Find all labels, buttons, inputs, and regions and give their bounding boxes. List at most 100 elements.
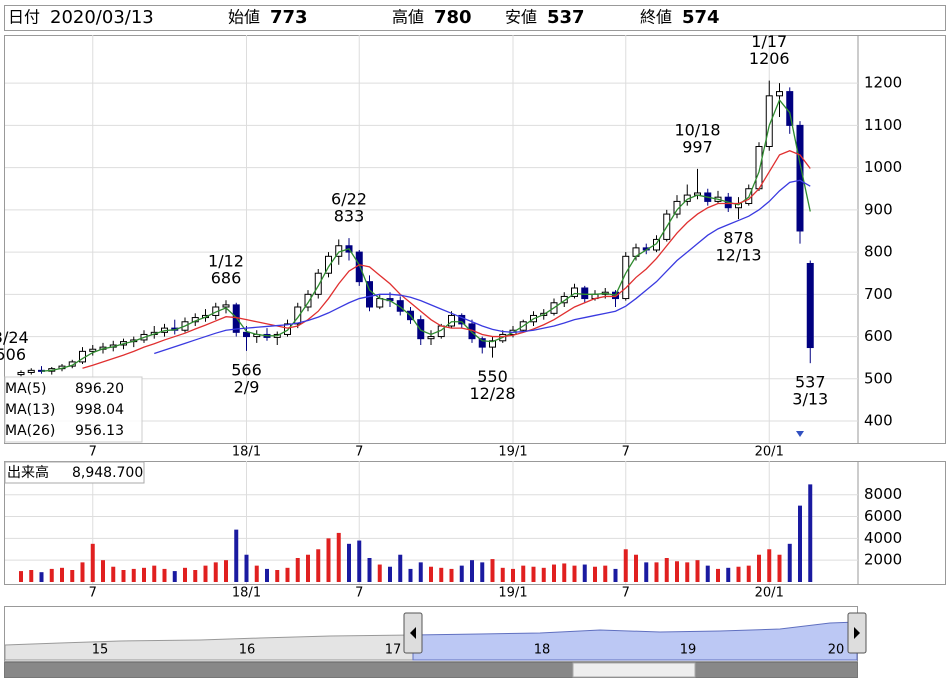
x-tick-label: 7 <box>355 445 363 460</box>
x-tick-label: 7 <box>89 586 97 601</box>
volume-bar <box>224 560 228 582</box>
x-tick-label: 7 <box>89 445 97 460</box>
volume-legend <box>4 461 145 484</box>
volume-bar <box>541 567 546 582</box>
navigator-label: 20 <box>828 643 845 658</box>
volume-bar <box>429 566 433 582</box>
volume-bar <box>142 567 146 582</box>
y-tick-label: 1100 <box>864 116 902 134</box>
candle-body <box>17 371 25 376</box>
navigator-label: 18 <box>534 643 551 658</box>
volume-bar <box>808 484 813 582</box>
volume-bar <box>60 567 64 582</box>
volume-bar <box>203 565 208 582</box>
volume-bar <box>347 543 351 582</box>
candle-body <box>222 304 230 308</box>
legend-value: 956.13 <box>75 423 124 439</box>
x-tick-label: 20/1 <box>755 445 784 460</box>
candle-body <box>325 255 332 274</box>
y-tick-label: 1200 <box>864 74 902 92</box>
volume-bar <box>49 568 54 582</box>
annotation: 2/9 <box>234 377 260 396</box>
annotation: 686 <box>211 269 242 288</box>
annotation: 3/24 <box>0 328 29 347</box>
candle-body <box>806 262 814 349</box>
candle-body <box>243 331 250 338</box>
candle-body <box>376 298 384 308</box>
volume-bar <box>449 568 454 582</box>
y-tick-label: 900 <box>864 200 893 218</box>
candle-body <box>89 348 97 352</box>
volume-bar <box>131 568 136 582</box>
volume-bar <box>234 529 239 582</box>
annotation: 12/13 <box>715 246 761 265</box>
volume-bar <box>80 562 85 582</box>
volume-bar <box>757 554 761 582</box>
x-tick-label: 18/1 <box>232 445 261 460</box>
candle-body <box>294 306 302 325</box>
candle-body <box>673 200 681 215</box>
header-label: 終値 <box>640 8 672 27</box>
header-value: 2020/03/13 <box>50 7 154 28</box>
volume-bar <box>726 567 731 582</box>
volume-bar <box>593 566 597 582</box>
candle-body <box>653 238 660 251</box>
volume-bar <box>685 562 690 582</box>
scrollbar[interactable] <box>4 662 858 678</box>
scrollbar-thumb[interactable] <box>572 662 696 678</box>
volume-bar <box>418 562 423 582</box>
candle-body <box>622 255 630 300</box>
candle-body <box>448 314 455 327</box>
candle-body <box>355 251 363 283</box>
volume-bar <box>162 568 167 582</box>
x-tick-label: 20/1 <box>755 586 784 601</box>
volume-bar <box>172 571 177 582</box>
volume-bar <box>500 567 505 582</box>
header-label: 高値 <box>392 8 424 27</box>
volume-bar <box>459 565 464 582</box>
volume-bar <box>603 565 608 582</box>
annotation: 506 <box>0 345 26 364</box>
volume-bar <box>367 558 372 582</box>
volume-bar <box>777 554 782 582</box>
volume-bar <box>746 565 751 582</box>
volume-bar <box>798 505 802 582</box>
volume-bar <box>664 558 669 582</box>
header-value: 537 <box>547 7 585 28</box>
ma-line <box>82 150 811 369</box>
volume-bar <box>408 568 413 582</box>
candle-body <box>478 338 486 348</box>
ma-line <box>154 179 811 355</box>
annotation: 537 <box>795 373 826 392</box>
volume-bar <box>613 568 618 582</box>
navigator-label: 16 <box>239 643 256 658</box>
candle-body <box>560 295 568 304</box>
legend-name: MA(26) <box>5 423 55 439</box>
candle-body <box>571 287 578 297</box>
volume-bar <box>490 559 495 582</box>
volume-panel <box>4 461 946 585</box>
candle-body <box>27 369 35 373</box>
legend-name: MA(13) <box>5 402 55 418</box>
volume-bar <box>388 566 392 582</box>
volume-bar <box>480 562 485 582</box>
annotation: 6/22 <box>331 190 367 209</box>
volume-bar <box>90 543 95 582</box>
volume-bar <box>705 565 710 582</box>
volume-bar <box>654 562 659 582</box>
volume-bar <box>19 571 23 582</box>
header-value: 773 <box>270 7 308 28</box>
y-tick-label: 4000 <box>864 529 902 547</box>
header-label: 安値 <box>505 8 537 27</box>
y-tick-label: 500 <box>864 369 893 387</box>
legend-value: 998.04 <box>75 402 124 418</box>
volume-bar <box>572 565 577 582</box>
volume-bar <box>357 540 362 582</box>
volume-bar <box>70 570 75 582</box>
candle-body <box>427 336 435 340</box>
volume-bar <box>326 538 331 582</box>
volume-bar <box>582 564 587 582</box>
volume-bar <box>470 560 474 582</box>
volume-label: 出来高 <box>7 464 49 481</box>
volume-bar <box>152 565 157 582</box>
